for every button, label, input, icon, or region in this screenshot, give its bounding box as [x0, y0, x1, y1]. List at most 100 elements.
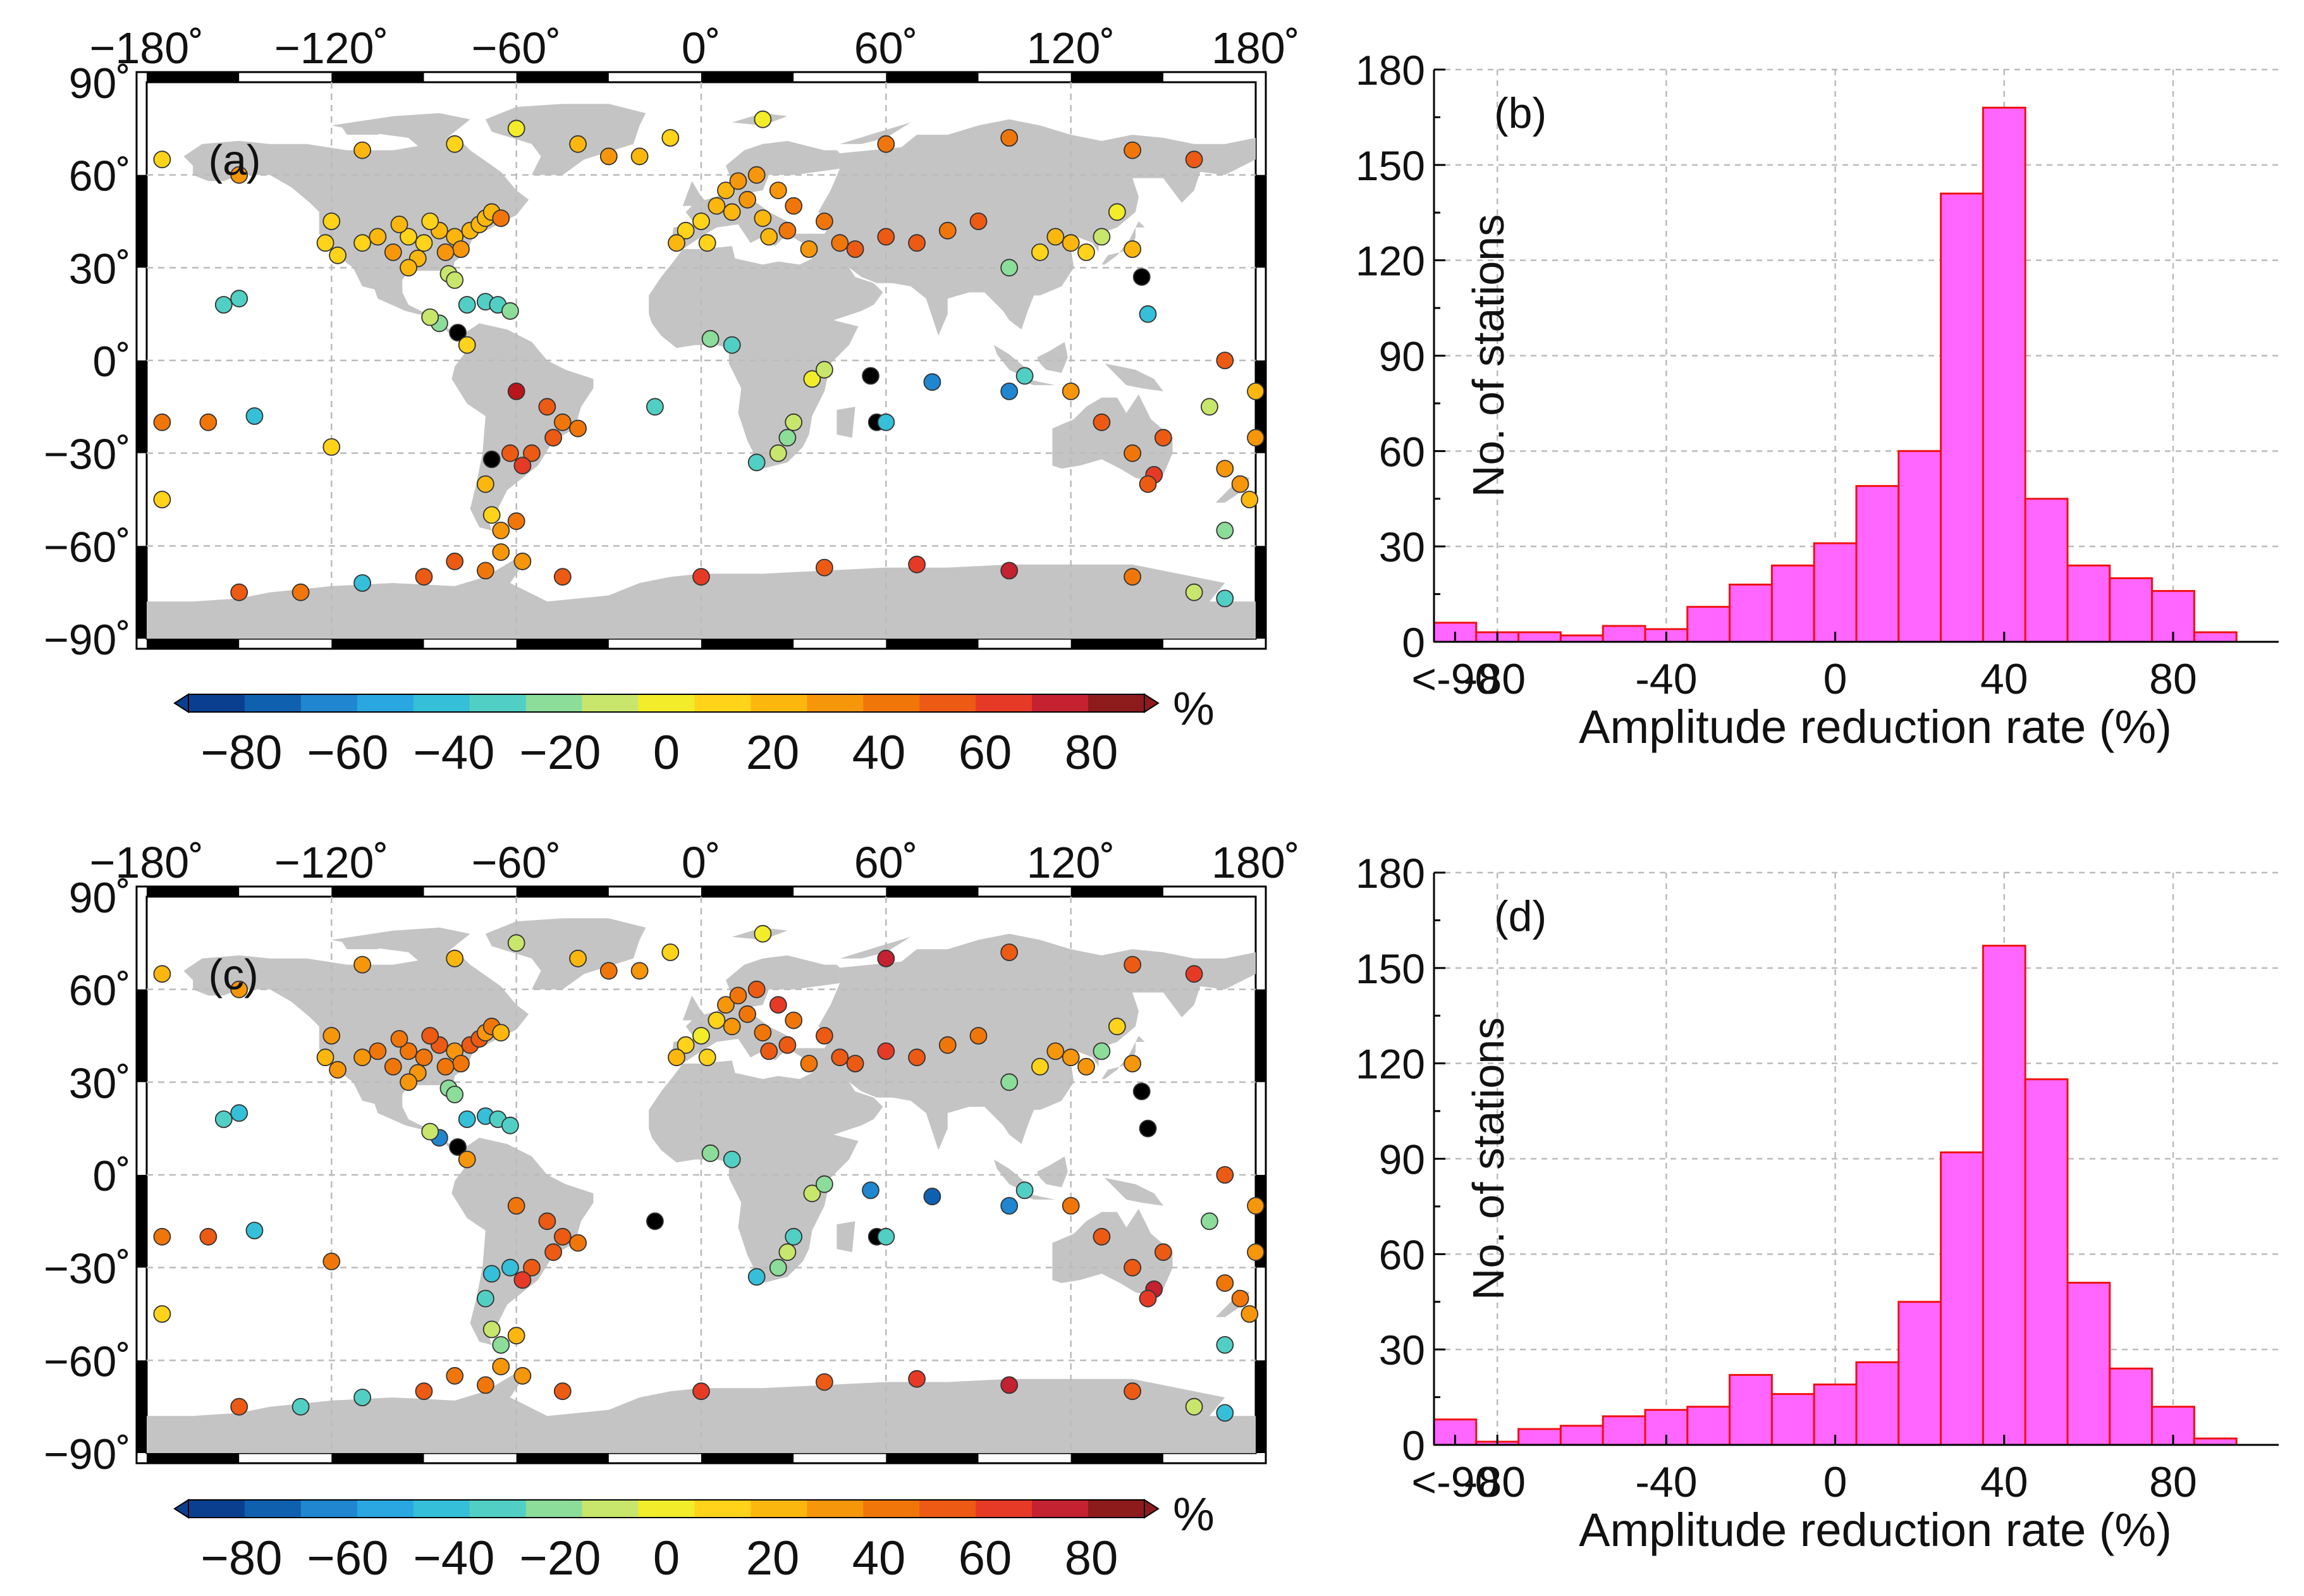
station-marker [846, 1055, 864, 1072]
station-marker [908, 234, 926, 252]
frame-bar-right [1256, 1360, 1266, 1453]
colorbar-swatch [919, 694, 976, 712]
station-marker [816, 1373, 833, 1391]
station-marker [877, 1042, 895, 1060]
frame-bar-top [886, 72, 979, 82]
frame-bar-bottom [1070, 639, 1163, 649]
colorbar-swatch [244, 694, 302, 712]
colorbar-unit: % [1173, 1488, 1215, 1540]
colorbar-swatches [173, 693, 1160, 713]
station-marker [1124, 444, 1141, 462]
station-marker [1154, 1243, 1172, 1261]
frame-bar-bottom [331, 639, 424, 649]
histogram-grid [1434, 871, 2279, 1445]
colorbar-tick-label: −80 [201, 1532, 283, 1585]
station-marker [747, 1268, 766, 1286]
station-marker [908, 1048, 926, 1067]
landmass-polygon [1037, 1156, 1068, 1188]
frame-bar-bottom [1070, 1453, 1163, 1463]
colorbar-left-arrow [173, 1499, 189, 1519]
station-marker [553, 568, 572, 586]
station-marker [245, 1222, 264, 1239]
station-marker [415, 568, 433, 586]
station-marker [1185, 1397, 1203, 1416]
station-marker [492, 1358, 510, 1376]
station-marker [908, 1370, 926, 1388]
station-marker [723, 1017, 741, 1036]
station-marker [390, 1030, 408, 1048]
colorbar-border [188, 694, 1145, 713]
station-marker [553, 1227, 572, 1246]
y-axis-label: No. of stations [1464, 1017, 1513, 1300]
station-marker [400, 259, 417, 277]
station-marker [668, 234, 685, 252]
station-marker [816, 1175, 833, 1193]
colorbar-border [188, 1499, 1145, 1518]
station-marker [400, 1042, 417, 1060]
station-marker [630, 147, 649, 166]
colorbar-tick-label: −20 [520, 1532, 601, 1585]
histogram-bar [2066, 564, 2111, 643]
landmass-polygon [787, 933, 1256, 1150]
colorbar-c: −80 −60 −40 −20 0 20 40 60 80 % [173, 1488, 1215, 1585]
station-marker [692, 1027, 710, 1045]
y-tick-labels: 0 30 60 90 120 150 180 [1356, 47, 1425, 666]
station-marker [446, 552, 464, 570]
station-marker [569, 1234, 587, 1252]
station-marker [1124, 1055, 1141, 1072]
station-marker [449, 1138, 467, 1156]
colorbar-swatch [1088, 694, 1145, 712]
histogram-bar [1686, 1406, 1731, 1446]
station-marker [544, 429, 562, 447]
station-marker [754, 209, 772, 228]
histogram-bar [1559, 1425, 1604, 1446]
histogram-bars [1433, 945, 2238, 1446]
histogram-bar [1602, 625, 1646, 643]
station-marker [785, 1011, 803, 1029]
station-marker [754, 110, 772, 128]
histogram-axes [1433, 68, 2279, 643]
colorbar-swatch [525, 1500, 583, 1518]
station-marker [507, 1197, 525, 1215]
colorbar-unit: % [1173, 682, 1215, 735]
station-marker [415, 1382, 433, 1401]
station-marker [778, 429, 797, 447]
x-tick-label: -40 [1635, 655, 1697, 703]
x-tick-label: 0 [1823, 1458, 1847, 1506]
station-markers [153, 110, 1265, 608]
histogram-bar [1602, 1415, 1646, 1446]
x-tick-label: 40 [1980, 655, 2028, 703]
station-marker [153, 150, 171, 169]
station-marker [230, 166, 248, 184]
lat-tick-label: 60˚ [69, 967, 131, 1015]
lon-tick-label: −120˚ [274, 838, 389, 887]
histogram-bar [2024, 1078, 2069, 1446]
histogram-bar [1813, 542, 1858, 643]
station-marker [482, 1320, 501, 1339]
colorbar-tick-label: −40 [414, 1532, 495, 1585]
colorbar-swatch [300, 1500, 358, 1518]
landmass-polygon [485, 918, 646, 990]
station-marker [831, 234, 849, 252]
colorbar-swatch [525, 694, 583, 712]
lon-tick-label: 180˚ [1211, 838, 1300, 887]
histogram-axes [1433, 871, 2279, 1446]
landmass-polygon [1101, 1036, 1145, 1079]
station-marker [1132, 268, 1151, 286]
station-marker [421, 1027, 439, 1045]
station-marker [1247, 429, 1265, 447]
station-marker [1185, 583, 1203, 601]
colorbar-swatch [694, 1500, 752, 1518]
lon-tick-label: 180˚ [1211, 23, 1300, 73]
lon-tick-label: 120˚ [1027, 838, 1115, 887]
station-marker [677, 1036, 695, 1054]
station-marker [747, 166, 766, 184]
station-marker [153, 965, 171, 983]
station-marker [513, 1271, 532, 1289]
station-marker [1201, 1212, 1218, 1231]
frame-bar-left [137, 546, 147, 639]
station-marker [390, 215, 408, 233]
station-marker [1124, 141, 1141, 159]
frame-bar-bottom [331, 1453, 424, 1463]
station-marker [1231, 1289, 1249, 1308]
